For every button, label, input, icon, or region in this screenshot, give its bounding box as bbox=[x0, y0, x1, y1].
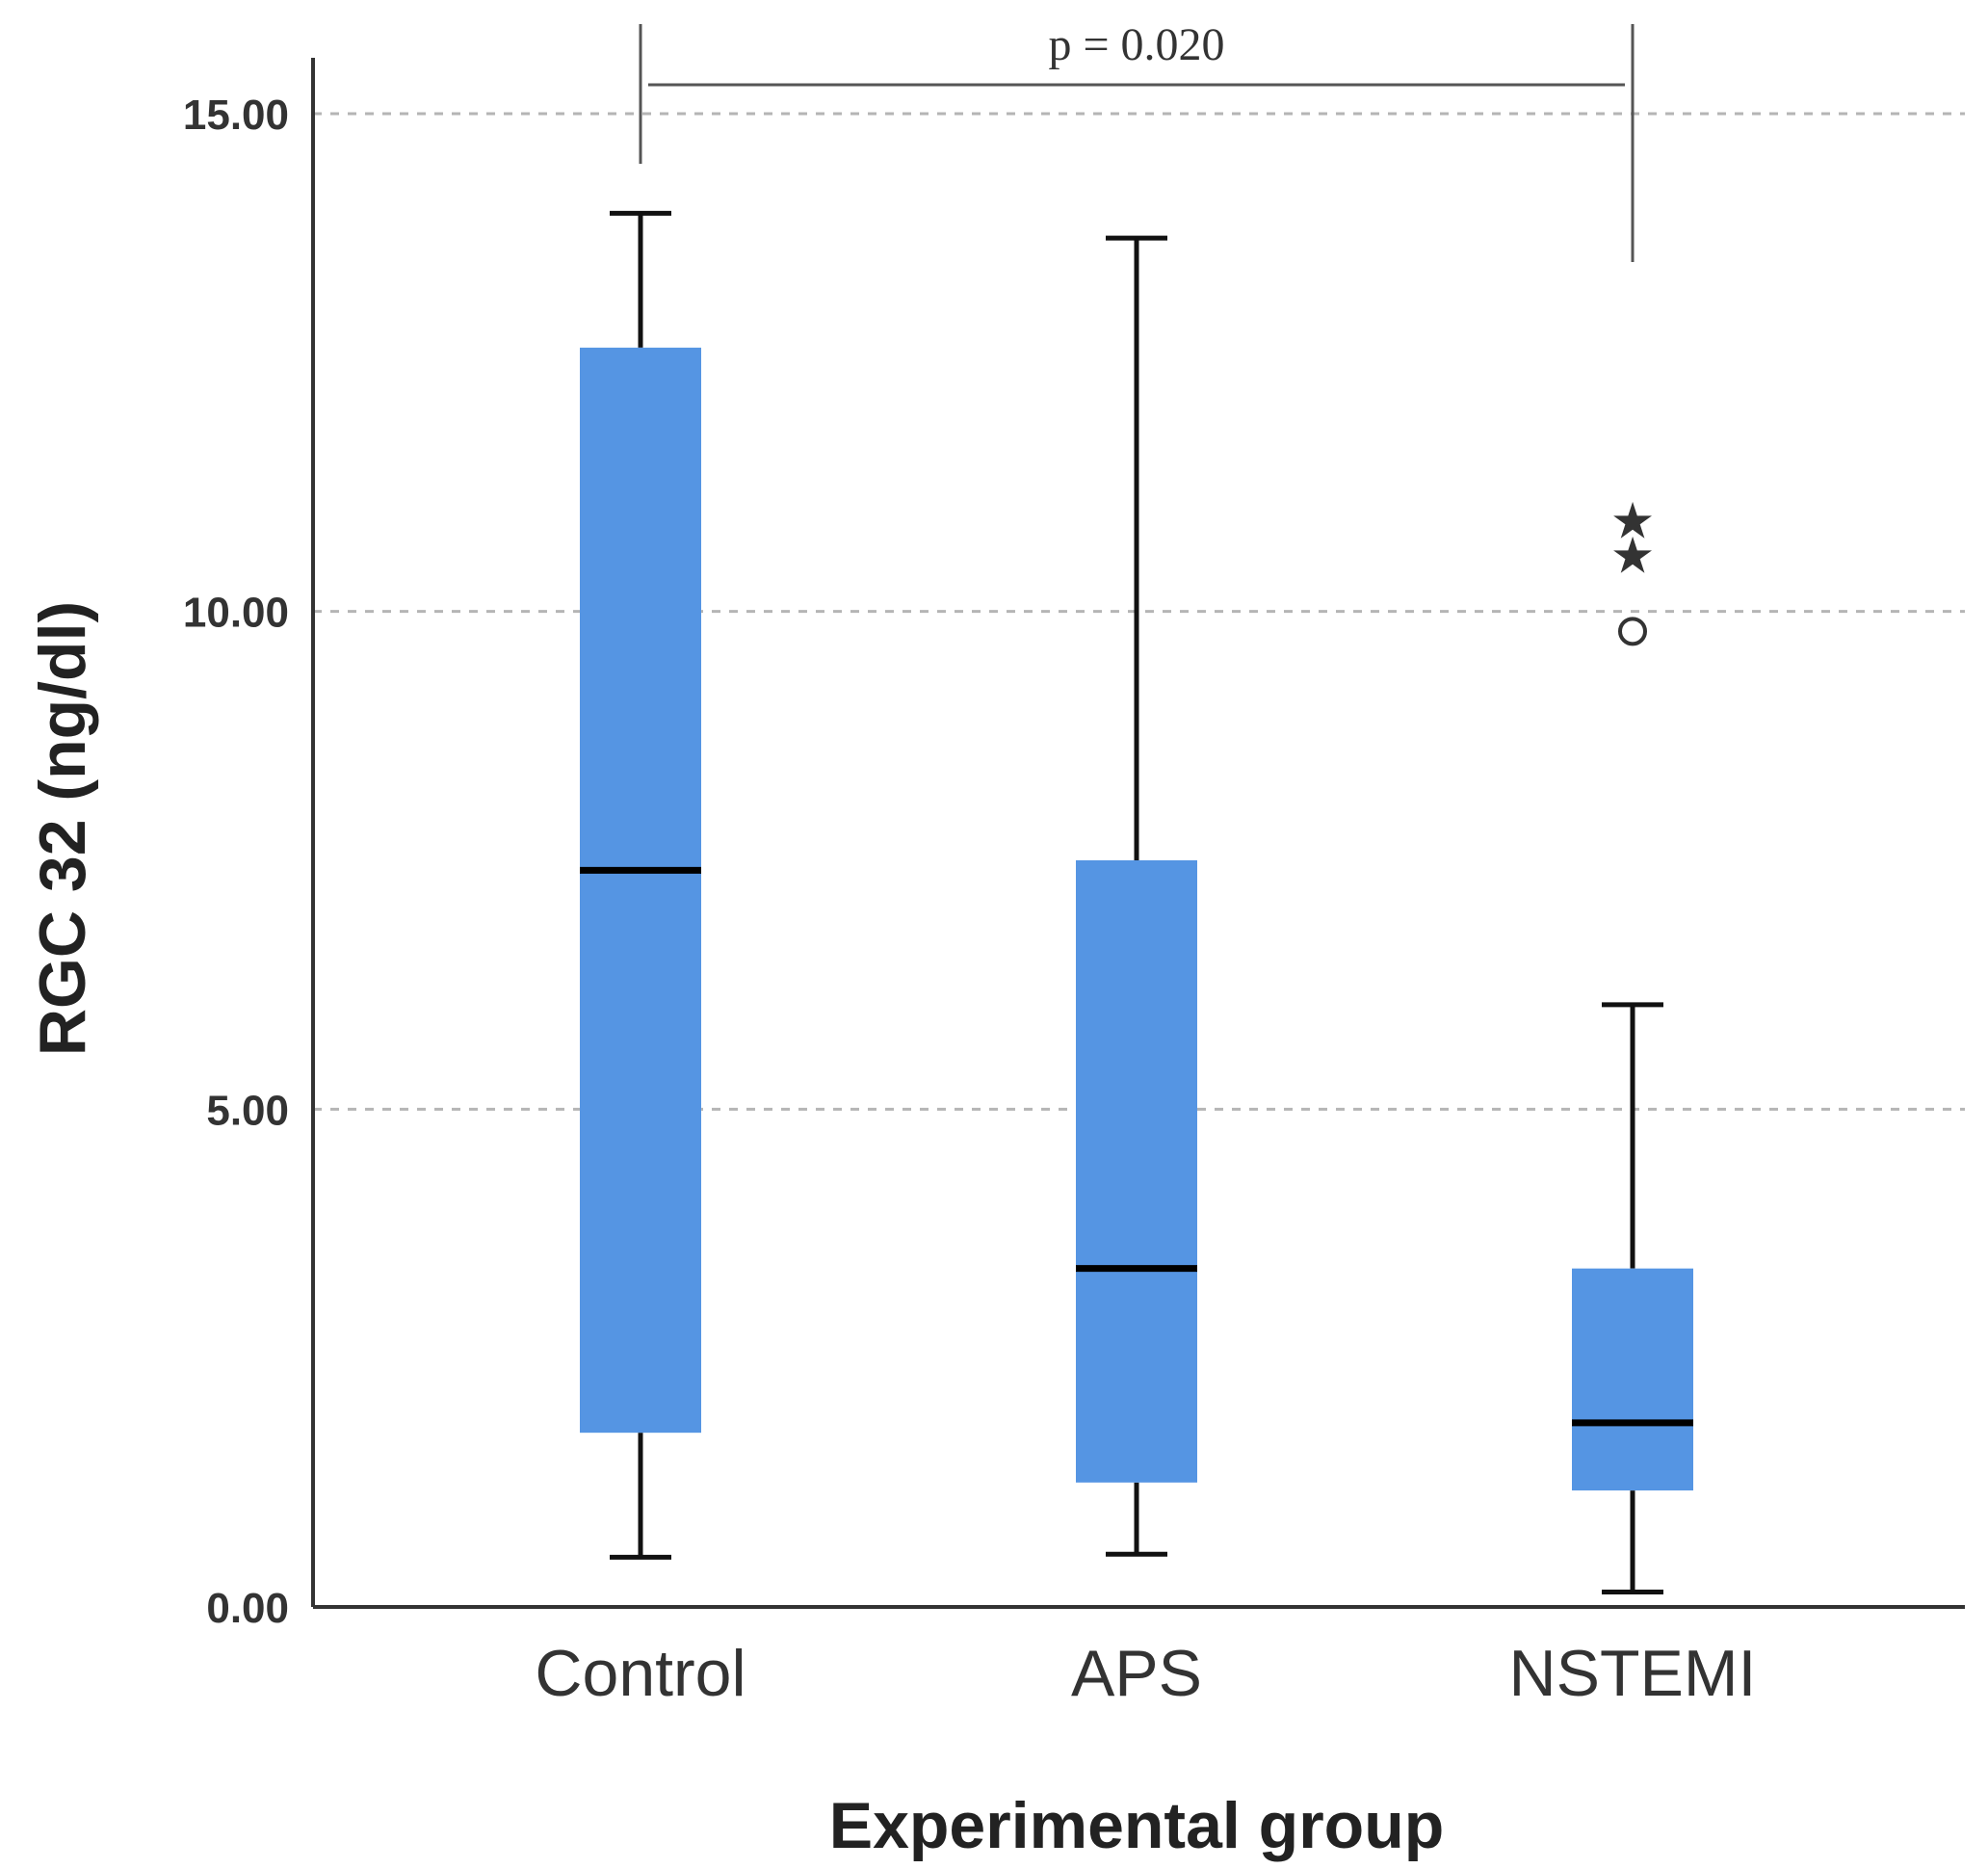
y-axis-title: RGC 32 (ng/dl) bbox=[26, 601, 99, 1056]
box-group-nstemi: ★★ bbox=[1572, 494, 1693, 1594]
y-tick-label: 0.00 bbox=[206, 1585, 289, 1632]
box-group-aps bbox=[1076, 235, 1197, 1557]
iqr-box bbox=[1076, 860, 1197, 1483]
axes bbox=[311, 58, 1965, 1609]
outlier-point bbox=[1618, 617, 1647, 646]
category-label-aps: APS bbox=[1071, 1637, 1202, 1710]
y-tick-label: 10.00 bbox=[183, 590, 289, 637]
gridlines bbox=[313, 112, 1965, 1111]
category-labels: Control APS NSTEMI bbox=[535, 1637, 1756, 1710]
iqr-box bbox=[1572, 1268, 1693, 1491]
extreme-point: ★ bbox=[1610, 494, 1656, 550]
y-tick-label: 15.00 bbox=[183, 92, 289, 139]
boxes: ★★ bbox=[580, 210, 1693, 1594]
iqr-box bbox=[580, 347, 701, 1434]
y-tick-label: 5.00 bbox=[206, 1087, 289, 1134]
x-axis-title: Experimental group bbox=[829, 1789, 1445, 1862]
category-label-control: Control bbox=[535, 1637, 746, 1710]
p-value-label: p = 0.020 bbox=[1048, 19, 1224, 70]
tick-labels: 0.00 5.00 10.00 15.00 bbox=[183, 92, 289, 1632]
box-group-control bbox=[580, 210, 701, 1560]
extreme-point: ★ bbox=[1610, 529, 1656, 585]
category-label-nstemi: NSTEMI bbox=[1509, 1637, 1757, 1710]
significance-bracket: p = 0.020 bbox=[639, 19, 1635, 262]
